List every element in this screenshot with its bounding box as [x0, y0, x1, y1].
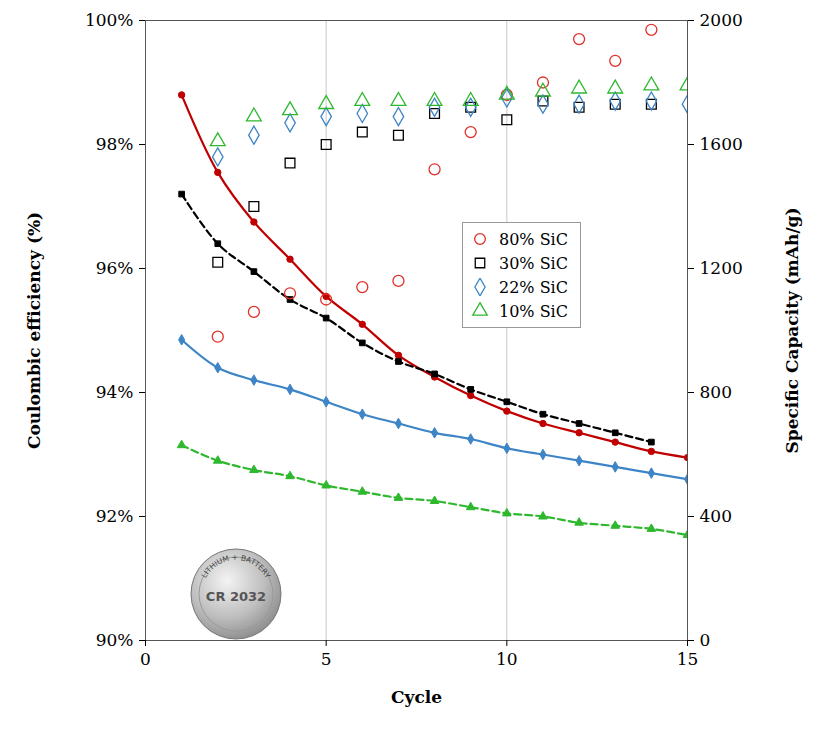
- svg-text:96%: 96%: [96, 258, 134, 278]
- svg-text:LITHIUM + BATTERY: LITHIUM + BATTERY: [200, 553, 273, 580]
- svg-text:CR 2032: CR 2032: [206, 589, 266, 604]
- svg-text:Cycle: Cycle: [391, 687, 442, 707]
- svg-text:94%: 94%: [96, 382, 134, 402]
- svg-text:400: 400: [700, 506, 732, 526]
- svg-text:5: 5: [321, 649, 332, 669]
- html-text:10% SiC: 10% SiC: [499, 301, 568, 321]
- html-text:80% SiC: 80% SiC: [499, 229, 568, 249]
- svg-text:92%: 92%: [96, 506, 134, 526]
- svg-text:1600: 1600: [700, 134, 743, 154]
- svg-text:0: 0: [140, 649, 151, 669]
- svg-text:100%: 100%: [85, 10, 134, 30]
- svg-text:Coulombic efficiency (%): Coulombic efficiency (%): [24, 212, 44, 449]
- svg-text:Specific Capacity (mAh/g): Specific Capacity (mAh/g): [782, 207, 802, 453]
- svg-text:0: 0: [700, 630, 711, 650]
- html-text:30% SiC: 30% SiC: [499, 253, 568, 273]
- svg-text:10: 10: [496, 649, 518, 669]
- svg-text:1200: 1200: [700, 258, 743, 278]
- svg-text:800: 800: [700, 382, 732, 402]
- html-text:22% SiC: 22% SiC: [499, 277, 568, 297]
- svg-text:90%: 90%: [96, 630, 134, 650]
- svg-text:98%: 98%: [96, 134, 134, 154]
- svg-text:2000: 2000: [700, 10, 743, 30]
- svg-text:15: 15: [677, 649, 699, 669]
